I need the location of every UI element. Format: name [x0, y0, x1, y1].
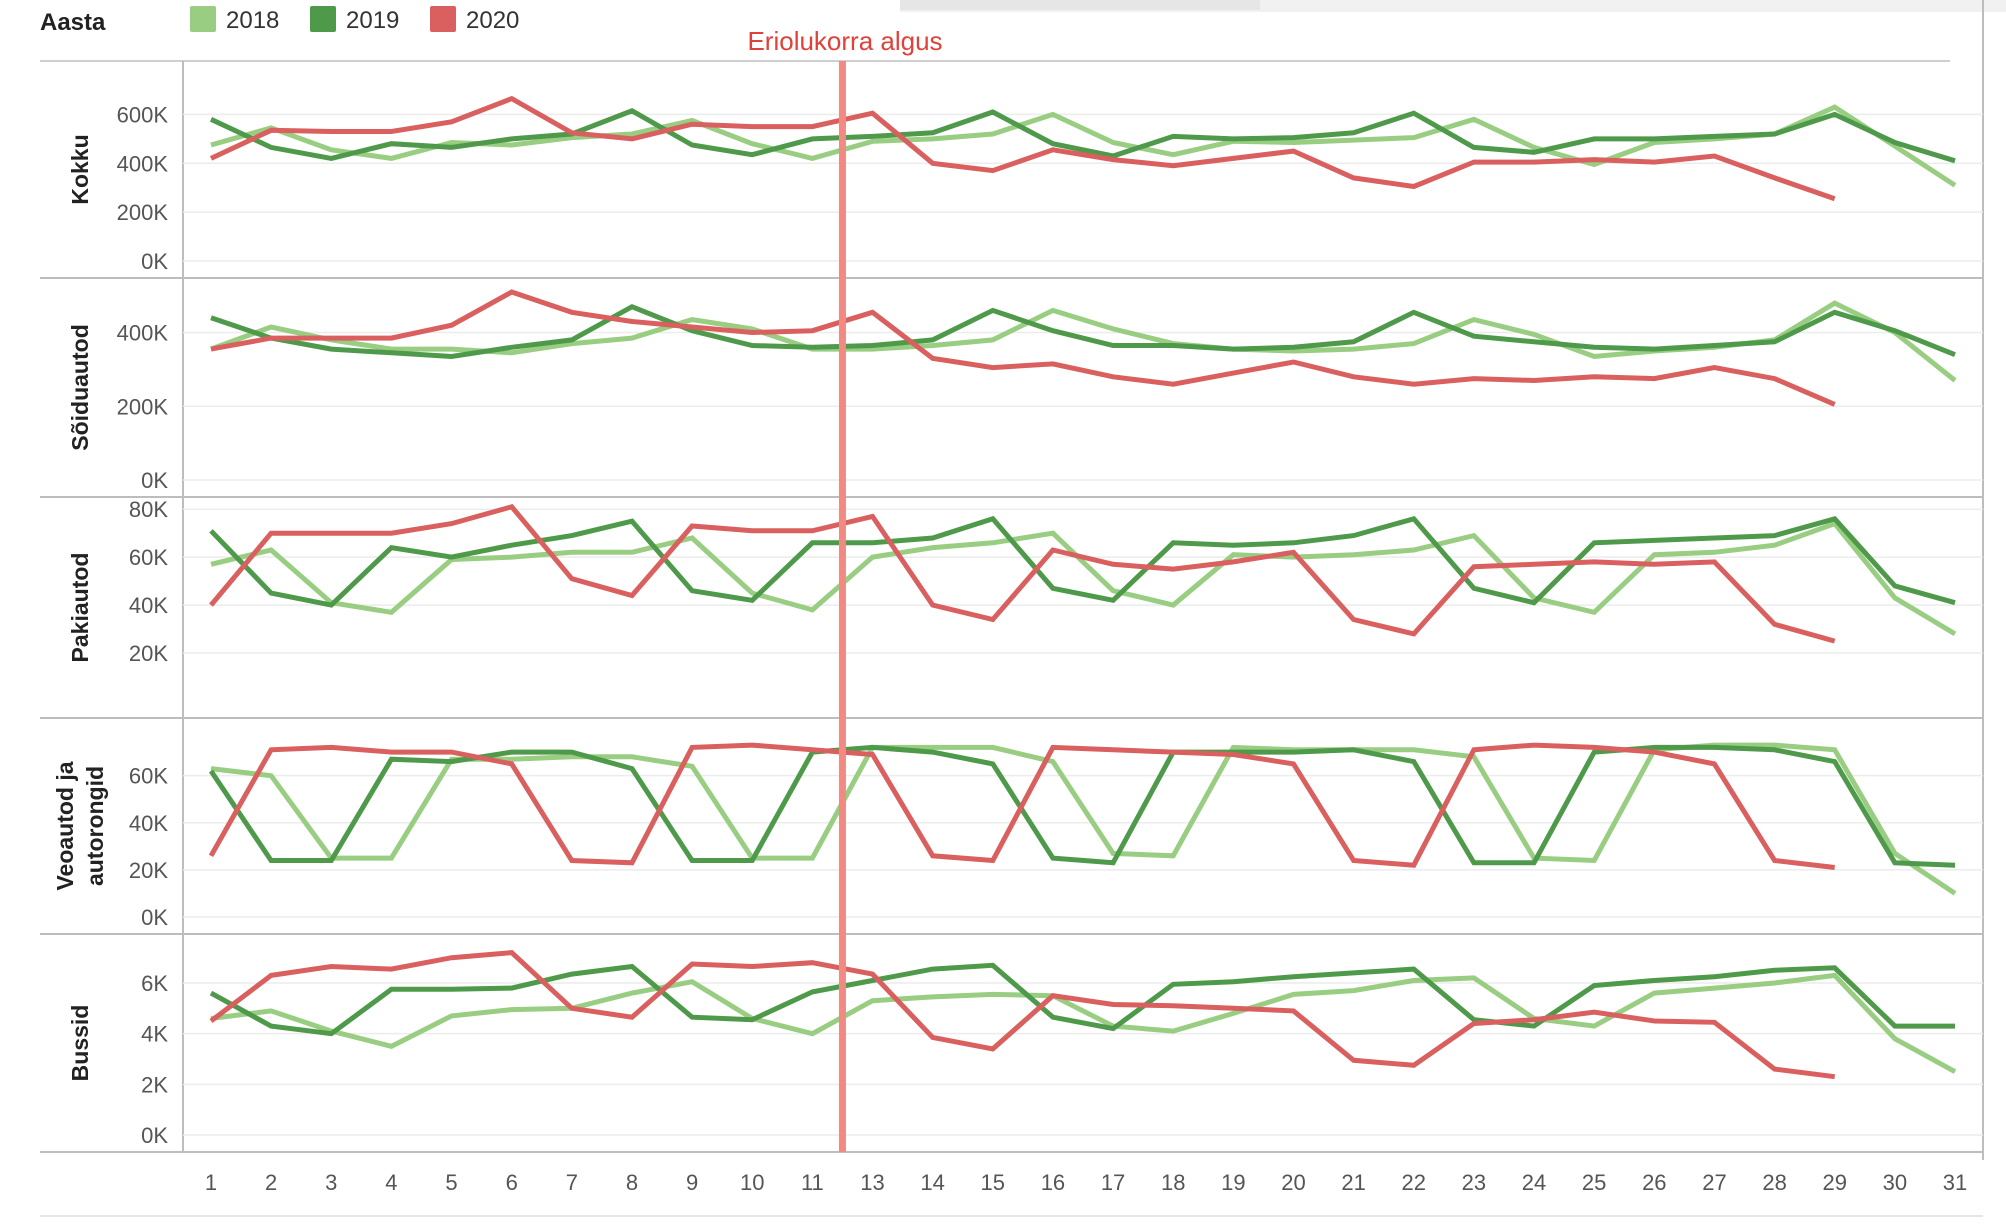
series-line-2019[interactable]	[209, 108, 1956, 164]
series-line-2018[interactable]	[210, 742, 1957, 896]
panels: 0K 200K 400K 600K Kokku 0K 200K 400K Sõiduautod 2…	[40, 95, 1983, 1148]
y-tick-label: 60K	[129, 764, 168, 789]
x-tick-label: 25	[1582, 1170, 1606, 1195]
x-tick-label: 9	[686, 1170, 698, 1195]
legend-label-2018: 2018	[226, 7, 279, 34]
x-tick-label: 5	[445, 1170, 457, 1195]
y-tick-label: 200K	[117, 200, 169, 225]
x-tick-label: 26	[1642, 1170, 1666, 1195]
y-tick-label: 600K	[117, 102, 169, 127]
y-tick-label: 0K	[141, 1123, 168, 1148]
x-tick-label: 31	[1943, 1170, 1967, 1195]
x-tick-label: 7	[566, 1170, 578, 1195]
panel-4: 0K 2K 4K 6K Bussid	[40, 933, 1983, 1148]
x-tick-label: 4	[385, 1170, 397, 1195]
x-tick-label: 18	[1161, 1170, 1185, 1195]
legend-item-2018[interactable]: 2018	[190, 6, 279, 34]
x-tick-label: 20	[1281, 1170, 1305, 1195]
y-tick-label: 0K	[141, 249, 168, 274]
series-line-2020[interactable]	[209, 95, 1836, 202]
x-tick-label: 19	[1221, 1170, 1245, 1195]
y-tick-label: 40K	[129, 811, 168, 836]
x-tick-label: 17	[1101, 1170, 1125, 1195]
series-line-2019[interactable]	[208, 744, 1956, 868]
panel-title: Pakiautod	[67, 553, 93, 663]
series-line-2019[interactable]	[209, 962, 1955, 1037]
x-tick-label: 11	[801, 1170, 824, 1195]
legend-item-2020[interactable]: 2020	[430, 6, 519, 34]
x-tick-label: 16	[1041, 1170, 1065, 1195]
series-line-2018[interactable]	[210, 520, 1957, 637]
legend-label-2019: 2019	[346, 7, 399, 34]
y-tick-label: 40K	[129, 593, 168, 618]
x-tick-label: 24	[1522, 1170, 1546, 1195]
annotation-label: Eriolukorra algus	[747, 26, 942, 56]
legend: Aasta 2018 2019 2020	[40, 6, 519, 36]
y-tick-label: 400K	[117, 321, 169, 346]
legend-item-2019[interactable]: 2019	[310, 6, 399, 34]
panel-title: Veoautod ja autorongid	[52, 761, 108, 890]
x-tick-label: 27	[1702, 1170, 1726, 1195]
y-tick-label: 0K	[141, 468, 168, 493]
series-line-2020[interactable]	[209, 950, 1836, 1080]
y-tick-label: 200K	[117, 394, 169, 419]
y-tick-label: 20K	[129, 858, 168, 883]
y-tick-label: 60K	[129, 545, 168, 570]
series-line-2020[interactable]	[209, 503, 1836, 644]
x-tick-label: 1	[205, 1170, 217, 1195]
x-tick-label: 14	[920, 1170, 944, 1195]
panel-3: 0K 20K 40K 60K Veoautod ja autorongid	[40, 717, 1983, 930]
y-tick-label: 2K	[141, 1072, 168, 1097]
y-tick-label: 6K	[141, 971, 168, 996]
y-tick-label: 80K	[129, 497, 168, 522]
series-line-2018[interactable]	[210, 972, 1957, 1074]
x-axis-tick-labels: 1 2 3 4 5 6 7 8 9 10 11 13 14 15 16 17 18 19 20 21 22 23 24 25 2…	[205, 1170, 1967, 1195]
panel-0: 0K 200K 400K 600K Kokku	[67, 95, 1983, 274]
panel-title: Bussid	[67, 1005, 93, 1082]
series-line-2019[interactable]	[210, 303, 1956, 360]
x-tick-label: 30	[1883, 1170, 1907, 1195]
legend-swatch-2020	[430, 6, 456, 32]
x-tick-label: 13	[860, 1170, 884, 1195]
series-line-2019[interactable]	[209, 515, 1956, 608]
series-line-2020[interactable]	[208, 742, 1835, 870]
x-tick-label: 29	[1822, 1170, 1846, 1195]
panel-1: 0K 200K 400K Sõiduautod	[40, 277, 1983, 493]
y-tick-label: 20K	[129, 641, 168, 666]
x-tick-label: 8	[626, 1170, 638, 1195]
x-tick-label: 6	[506, 1170, 518, 1195]
x-tick-label: 22	[1402, 1170, 1426, 1195]
x-tick-label: 10	[740, 1170, 764, 1195]
x-tick-label: 3	[325, 1170, 337, 1195]
legend-title: Aasta	[40, 9, 106, 36]
panel-title: Kokku	[67, 134, 93, 204]
panel-title: Sõiduautod	[67, 324, 93, 450]
legend-swatch-2018	[190, 6, 216, 32]
x-tick-label: 2	[265, 1170, 277, 1195]
x-tick-label: 21	[1341, 1170, 1365, 1195]
legend-swatch-2019	[310, 6, 336, 32]
x-tick-label: 15	[981, 1170, 1005, 1195]
panel-2: 20K 40K 60K 80K Pakiautod	[40, 496, 1983, 666]
x-tick-label: 28	[1762, 1170, 1786, 1195]
x-tick-label: 23	[1462, 1170, 1486, 1195]
y-tick-label: 400K	[117, 151, 169, 176]
series-line-2018[interactable]	[210, 104, 1957, 188]
y-tick-label: 0K	[141, 905, 168, 930]
series-line-2020[interactable]	[210, 289, 1836, 407]
legend-label-2020: 2020	[466, 7, 519, 34]
y-tick-label: 4K	[141, 1022, 168, 1047]
